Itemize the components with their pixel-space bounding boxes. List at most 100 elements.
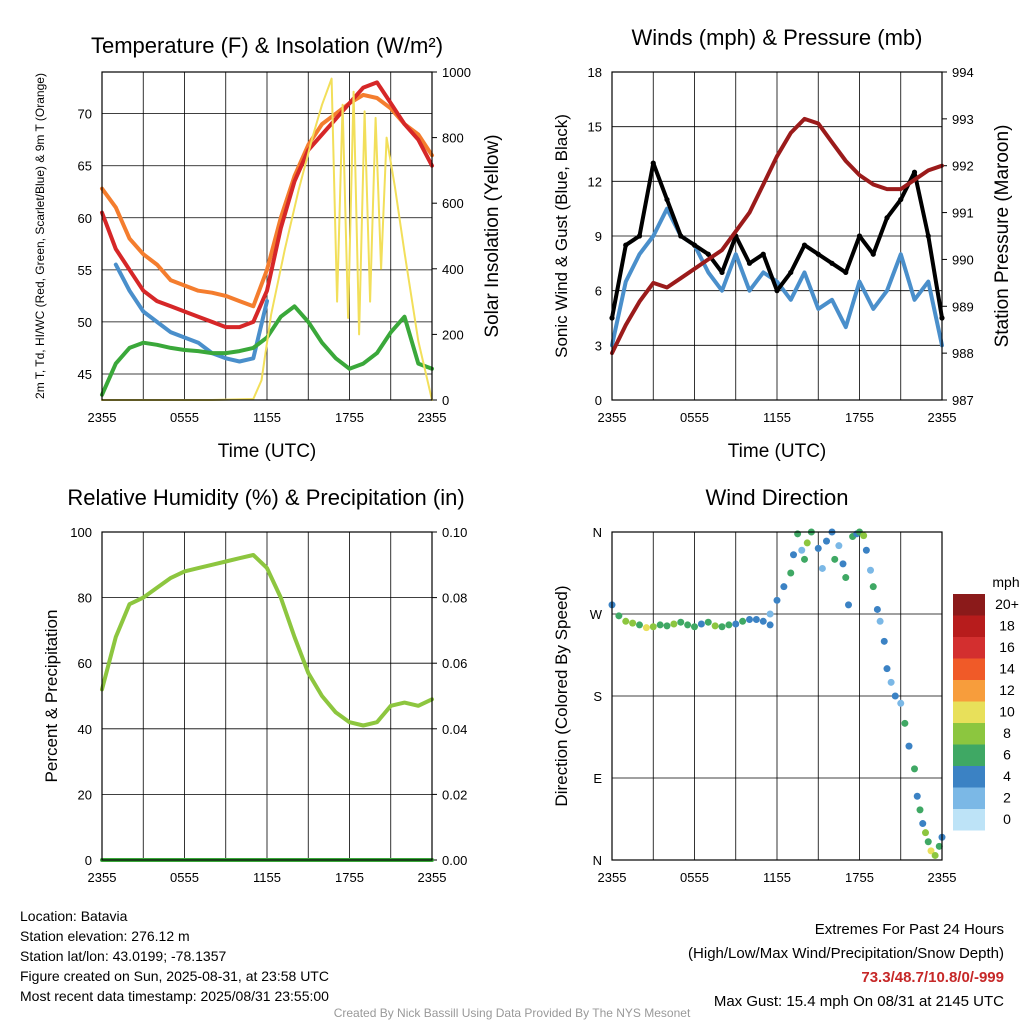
direction-point [649,623,657,631]
gust-point [691,242,698,248]
direction-point [905,742,913,750]
colorbar-swatch [953,594,985,616]
direction-point [629,619,637,627]
y2-tick-label: 0.06 [442,656,467,671]
direction-point [725,621,733,629]
direction-point [876,617,884,625]
direction-point [691,623,698,631]
direction-point [794,530,802,538]
y-tick-label: 12 [588,174,602,189]
x-tick-label: 1755 [335,870,364,885]
direction-point [814,544,822,552]
gust-point [636,233,643,239]
y-axis-label: Sonic Wind & Gust (Blue, Black) [552,114,571,358]
series-line-5 [101,77,433,401]
colorbar-tick-label: 20+ [995,596,1019,612]
y-tick-label: 70 [78,107,92,122]
y-tick-label: 55 [78,263,92,278]
y-tick-label: 0 [85,853,92,868]
direction-point [839,560,847,568]
colorbar-swatch [953,637,985,659]
chart-title: Wind Direction [705,485,848,510]
chart-panel-3: Relative Humidity (%) & Precipitation (i… [42,485,467,885]
direction-point [787,569,795,577]
y2-tick-label: 400 [442,262,464,277]
direction-point [873,605,881,613]
direction-point [919,820,927,828]
y2-tick-label: 987 [952,393,974,408]
y-tick-label: 3 [595,338,602,353]
x-tick-label: 2355 [928,870,957,885]
direction-point [818,564,826,572]
y-tick-label: S [593,689,602,704]
series-line-1 [610,206,944,348]
gust-point [788,269,794,276]
y2-axis-label: Solar Insolation (Yellow) [482,134,503,337]
y2-tick-label: 0.10 [442,525,467,540]
y2-tick-label: 0.02 [442,787,467,802]
gust-point [760,251,766,257]
y2-tick-label: 200 [442,327,464,342]
x-tick-label: 0555 [680,410,709,425]
colorbar-tick-label: 18 [999,618,1015,634]
y-tick-label: 65 [78,159,92,174]
direction-point [927,847,935,855]
x-axis-label: Time (UTC) [218,441,317,462]
direction-point [642,624,650,632]
colorbar-swatch [953,809,985,831]
x-tick-label: 2355 [418,870,447,885]
y-tick-label: N [593,853,602,868]
y2-tick-label: 992 [952,159,974,174]
y2-tick-label: 800 [442,131,464,146]
x-tick-label: 2355 [418,410,447,425]
direction-point [924,838,932,846]
direction-point [656,621,664,629]
x-tick-label: 0555 [680,870,709,885]
direction-point [935,842,943,850]
colorbar-tick-label: 2 [1003,790,1011,806]
colorbar-swatch [953,766,985,788]
colorbar-swatch [953,723,985,745]
y2-axis-label: Station Pressure (Maroon) [992,125,1013,348]
x-axis-label: Time (UTC) [728,441,827,462]
y2-tick-label: 988 [952,346,974,361]
colorbar-swatch [953,787,985,809]
gust-point [705,251,711,257]
direction-point [615,612,623,620]
direction-point [790,551,797,559]
chart-panel-2: Winds (mph) & Pressure (mb) 2355 0555 1155 1… [552,25,1013,462]
x-tick-label: 1755 [845,870,874,885]
direction-point [773,596,781,604]
direction-point [911,765,918,773]
station-info: Location: Batavia Station elevation: 276… [20,906,329,1006]
figure-created: Figure created on Sun, 2025-08-31, at 23… [20,968,329,984]
colorbar-tick-label: 10 [999,704,1015,720]
station-latlon: Station lat/lon: 43.0199; -78.1357 [20,948,227,964]
direction-point [766,621,774,629]
direction-point [862,546,870,554]
colorbar-tick-label: 8 [1003,725,1011,741]
y2-tick-label: 600 [442,196,464,211]
direction-point [897,699,905,707]
series-line-3 [610,116,944,356]
direction-point [887,678,895,686]
gust-point [746,260,753,266]
direction-point [913,792,921,800]
series-line-1 [100,553,434,728]
series-line-3 [113,262,269,364]
direction-point [798,546,806,554]
direction-point [636,621,643,629]
x-tick-label: 2355 [88,410,117,425]
gust-point [801,242,808,248]
x-tick-label: 2355 [88,870,117,885]
colorbar-swatch [953,615,985,637]
y2-tick-label: 994 [952,65,974,80]
gust-point [843,269,849,276]
y2-tick-label: 0 [442,393,449,408]
y-tick-label: E [593,771,602,786]
gust-point [623,242,629,248]
y-tick-label: 15 [588,120,602,135]
y-tick-label: 9 [595,229,602,244]
recent-data-timestamp: Most recent data timestamp: 2025/08/31 2… [20,988,329,1004]
gust-point [925,233,931,239]
